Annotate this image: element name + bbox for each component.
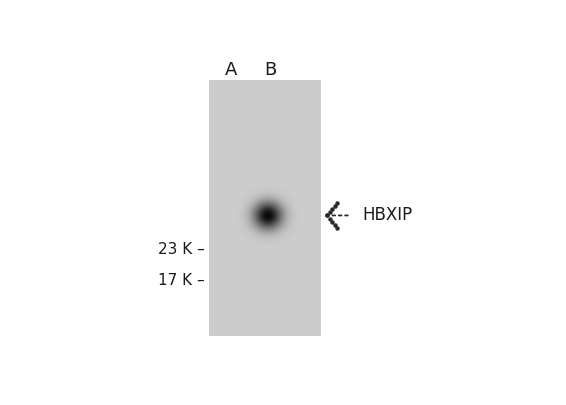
Text: 17 K –: 17 K – [158,273,204,288]
Bar [209,80,321,335]
Text: B: B [264,62,276,79]
Text: 23 K –: 23 K – [158,242,204,257]
Text: HBXIP: HBXIP [362,207,413,224]
Text: A: A [225,62,237,79]
